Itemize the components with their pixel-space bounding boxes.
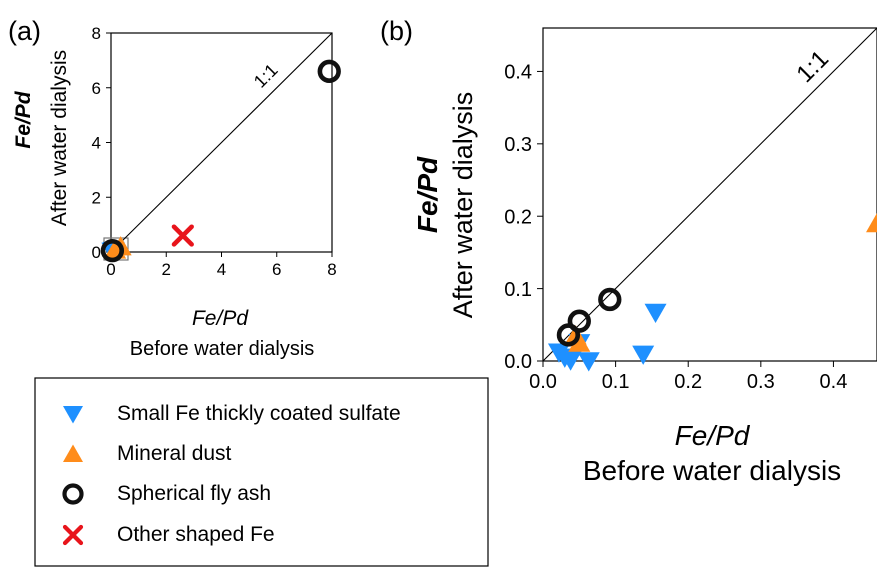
panel-a-reference-line-group — [110, 32, 333, 253]
panel-b-xlabel-italic: Fe/Pd — [675, 420, 751, 451]
panel-a-xtick-label: 0 — [106, 260, 115, 279]
panel-b-ytick-label: 0.2 — [504, 206, 532, 228]
panel-b-point-triangle-down — [577, 352, 600, 372]
panel-b-plot-frame — [542, 27, 877, 362]
panel-a-ytick-label: 8 — [92, 24, 101, 43]
panel-b-ytick-label: 0.4 — [504, 62, 532, 84]
legend-label-other-fe: Other shaped Fe — [117, 523, 275, 546]
panel-b-point-circle — [598, 287, 622, 312]
panel-b-point-triangle-down — [632, 345, 655, 365]
panel-a-xtick-label: 8 — [327, 260, 336, 279]
panel-b-xtick-label: 0.0 — [529, 371, 557, 393]
panel-a-ylabel: After water dialysis — [48, 50, 71, 226]
panel-a-point-circle — [100, 238, 125, 263]
legend-marker-triangle-down — [63, 406, 83, 424]
legend-marker-cross — [62, 524, 84, 546]
panel-b-reference-line-group — [542, 27, 877, 362]
legend-frame — [34, 377, 489, 567]
panel-b-ticks: 0.0 0.1 0.2 0.3 0.4 0.0 0.1 0.2 0.3 0.4 — [504, 62, 847, 393]
panel-a-xlabel: Before water dialysis — [130, 338, 315, 360]
panel-a-ylabel-italic: Fe/Pd — [12, 90, 35, 148]
panel-a-xtick-label: 2 — [162, 260, 171, 279]
panel-b-xtick-label: 0.3 — [747, 371, 775, 393]
panel-b-xtick-label: 0.2 — [674, 371, 702, 393]
legend-marker-circle — [62, 483, 84, 505]
panel-a-point-cross — [171, 224, 194, 247]
panel-b-marks — [547, 213, 877, 372]
panel-b-reference-line-label: 1:1 — [791, 45, 834, 88]
panel-b-ylabel-italic: Fe/Pd — [412, 156, 443, 233]
panel-b-point-triangle-up — [866, 213, 877, 233]
panel-b-point-triangle-down — [559, 351, 582, 371]
panel-b-xlabel: Before water dialysis — [583, 455, 841, 486]
panel-b-ylabel: After water dialysis — [448, 92, 478, 319]
panel-b-ytick-label: 0.3 — [504, 134, 532, 156]
panel-a-xlabel-italic: Fe/Pd — [192, 307, 249, 330]
legend-marker-triangle-up — [63, 444, 83, 462]
panel-b-point-triangle-down — [644, 303, 667, 323]
panel-a-ytick-label: 4 — [92, 134, 101, 153]
panel-a-ytick-label: 0 — [92, 243, 101, 262]
legend-markers — [62, 406, 84, 546]
legend: Small Fe thickly coated sulfate Mineral … — [34, 377, 489, 567]
legend-label-mineral-dust: Mineral dust — [117, 442, 232, 465]
panel-b-xtick-label: 0.4 — [820, 371, 848, 393]
panel-a-point-circle — [317, 59, 341, 83]
panel-b: (b) 1:1 0.0 0.1 0.2 0.3 0.4 0.0 0.1 0.2 0.3 0.4 F… — [380, 16, 877, 486]
panel-a-reference-line — [110, 32, 333, 253]
panel-b-point-circle — [556, 323, 581, 347]
panel-a-ytick-label: 2 — [92, 188, 101, 207]
panel-a-xtick-label: 6 — [272, 260, 281, 279]
panel-b-point-circle — [567, 309, 591, 333]
panel-b-xtick-label: 0.1 — [602, 371, 630, 393]
panel-b-reference-line — [542, 27, 877, 362]
legend-label-fly-ash: Spherical fly ash — [117, 482, 271, 505]
panel-b-ytick-label: 0.0 — [504, 351, 532, 373]
panel-b-ytick-label: 0.1 — [504, 279, 532, 301]
panel-a-marks — [100, 59, 341, 263]
panel-a-label: (a) — [8, 16, 41, 46]
legend-label-small-fe: Small Fe thickly coated sulfate — [117, 402, 401, 425]
panel-b-label: (b) — [380, 16, 413, 46]
panel-a-xtick-label: 4 — [217, 260, 226, 279]
panel-a-ytick-label: 6 — [92, 79, 101, 98]
